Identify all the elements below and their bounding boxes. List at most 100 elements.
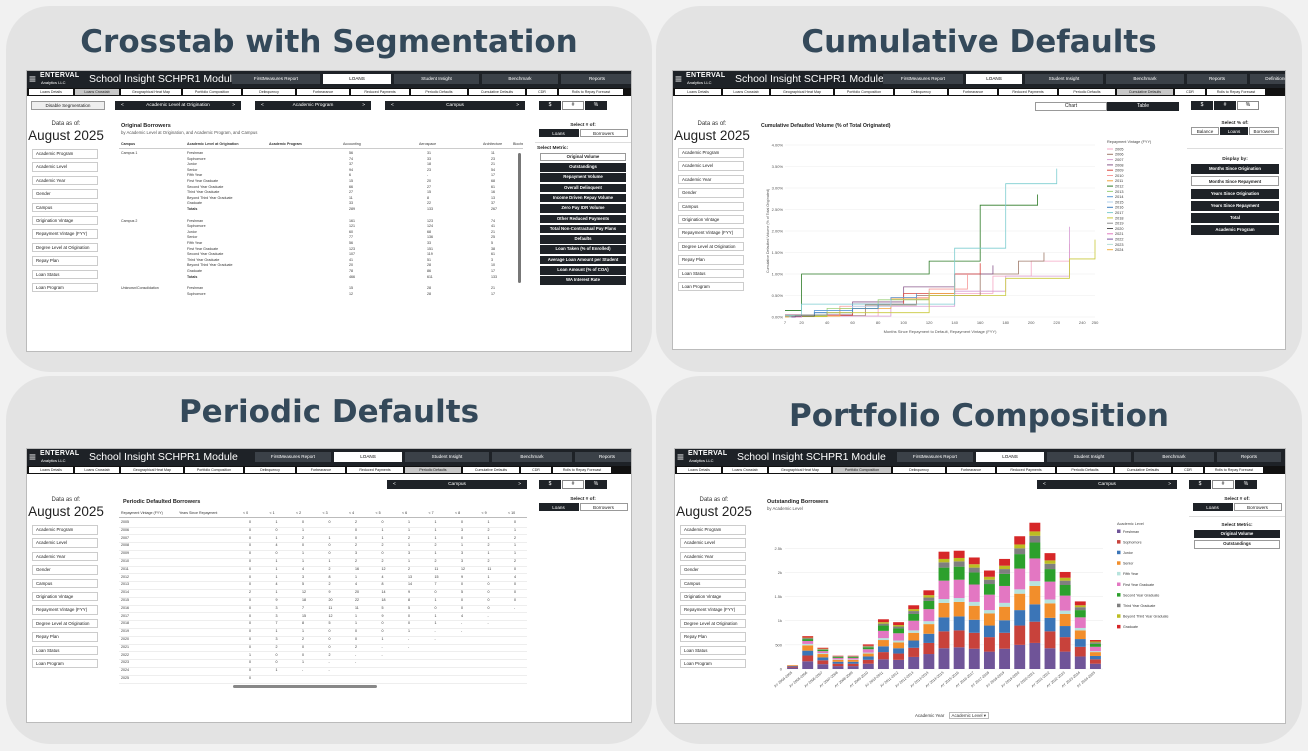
filter-repay-plan[interactable]: Repay Plan: [678, 255, 744, 265]
crosstab-header-cell[interactable]: Campus: [121, 142, 136, 146]
bar-segment-freshman[interactable]: [847, 666, 859, 669]
metric-total-non-contractual-pay-plans[interactable]: Total Non-Contractual Pay Plans: [540, 224, 626, 234]
legend-label[interactable]: 2018: [1115, 216, 1123, 220]
bar-segment-junior[interactable]: [923, 633, 935, 643]
filter-campus[interactable]: Campus: [680, 578, 746, 589]
filter-origination-vintage[interactable]: Origination Vintage: [678, 214, 744, 225]
table-vscrollbar[interactable]: [518, 153, 521, 283]
bar-segment-freshman[interactable]: [1029, 642, 1041, 669]
filter-academic-level[interactable]: Academic Level: [32, 162, 98, 172]
filter-loan-program[interactable]: Loan Program: [678, 281, 744, 292]
bar-segment-beyond-third-year-graduate[interactable]: [983, 576, 995, 580]
metric-income-driven-repay-volume[interactable]: Income Driven Repay Volume: [540, 193, 626, 203]
bar-segment-second-year-graduate[interactable]: [923, 600, 935, 610]
bar-segment-junior[interactable]: [968, 619, 980, 633]
nav-reports[interactable]: Reports: [1187, 74, 1247, 84]
bar-segment-senior[interactable]: [968, 605, 980, 620]
picker-campus[interactable]: < Campus >: [1037, 480, 1177, 489]
bar-segment-fifth-year[interactable]: [968, 601, 980, 606]
bar-segment-senior[interactable]: [1089, 652, 1101, 656]
bar-segment-fifth-year[interactable]: [908, 630, 920, 633]
subnav-reduced[interactable]: Reduced Payments: [347, 467, 403, 473]
count-borrowers[interactable]: Borrowers: [1233, 503, 1282, 511]
nav-loans[interactable]: LOANS: [323, 74, 391, 84]
filter-academic-program[interactable]: Academic Program: [680, 525, 746, 535]
nav-student-insight[interactable]: Student Insight: [394, 74, 479, 84]
picker-campus[interactable]: < Campus >: [385, 101, 525, 110]
legend-label[interactable]: Graduate: [1123, 625, 1138, 629]
filter-academic-program[interactable]: Academic Program: [678, 148, 744, 158]
subnav-cdr[interactable]: CDR: [1175, 89, 1205, 95]
bar-segment-senior[interactable]: [862, 653, 874, 657]
bar-segment-second-year-graduate[interactable]: [1014, 554, 1026, 569]
bar-segment-junior[interactable]: [1089, 655, 1101, 660]
bar-segment-beyond-third-year-graduate[interactable]: [1029, 531, 1041, 536]
bar-segment-junior[interactable]: [1074, 639, 1086, 647]
bar-segment-first-year-graduate[interactable]: [1044, 581, 1056, 600]
bar-segment-sophomore[interactable]: [893, 653, 905, 660]
bar-segment-freshman[interactable]: [877, 659, 889, 669]
filter-gender[interactable]: Gender: [32, 565, 98, 575]
bar-segment-second-year-graduate[interactable]: [832, 656, 844, 658]
bar-segment-senior[interactable]: [802, 645, 814, 651]
bar-segment-sophomore[interactable]: [847, 663, 859, 667]
bar-segment-sophomore[interactable]: [983, 637, 995, 652]
bar-segment-beyond-third-year-graduate[interactable]: [893, 625, 905, 627]
metric-outstandings[interactable]: Outstandings: [540, 163, 626, 172]
filter-repayment-vintage-fyy[interactable]: Repayment Vintage (FYY): [32, 605, 98, 615]
subnav-delinquency[interactable]: Delinquency: [895, 89, 947, 95]
bar-segment-first-year-graduate[interactable]: [953, 579, 965, 599]
subnav-cumulative[interactable]: Cumulative Defaults: [1117, 89, 1173, 95]
bar-segment-graduate[interactable]: [1089, 640, 1101, 642]
bar-segment-third-year-graduate[interactable]: [1089, 642, 1101, 644]
bar-segment-beyond-third-year-graduate[interactable]: [1089, 641, 1101, 643]
bar-segment-sophomore[interactable]: [1044, 631, 1056, 649]
subnav-periodic[interactable]: Periodic Defaults: [411, 89, 467, 95]
bar-segment-senior[interactable]: [1044, 603, 1056, 618]
legend-label[interactable]: Second Year Graduate: [1123, 593, 1159, 597]
bar-segment-freshman[interactable]: [953, 647, 965, 669]
bar-segment-sophomore[interactable]: [938, 631, 950, 649]
bar-segment-first-year-graduate[interactable]: [923, 609, 935, 622]
filter-repayment-vintage-fyy[interactable]: Repayment Vintage (FYY): [680, 605, 746, 615]
bar-segment-graduate[interactable]: [938, 551, 950, 559]
unit-count[interactable]: #: [562, 101, 584, 110]
bar-segment-junior[interactable]: [1044, 617, 1056, 632]
metric-defaults[interactable]: Defaults: [540, 235, 626, 244]
bar-segment-junior[interactable]: [802, 650, 814, 656]
picker-campus[interactable]: < Campus >: [387, 480, 527, 489]
subnav-loans-crosstab[interactable]: Loans Crosstab: [723, 89, 769, 95]
bar-segment-second-year-graduate[interactable]: [968, 572, 980, 585]
legend-label[interactable]: 2024: [1115, 248, 1123, 252]
bar-segment-third-year-graduate[interactable]: [802, 638, 814, 640]
unit-percent[interactable]: %: [585, 480, 607, 489]
bar-segment-fifth-year[interactable]: [938, 599, 950, 603]
legend-label[interactable]: 2020: [1115, 227, 1123, 231]
metric-average-loan-amount-per-student[interactable]: Average Loan Amount per Student: [540, 255, 626, 265]
bar-segment-second-year-graduate[interactable]: [1074, 610, 1086, 618]
bar-segment-second-year-graduate[interactable]: [1059, 585, 1071, 596]
subnav-cumulative[interactable]: Cumulative Defaults: [463, 467, 519, 473]
bar-segment-first-year-graduate[interactable]: [908, 620, 920, 631]
bar-segment-graduate[interactable]: [908, 605, 920, 610]
bar-segment-third-year-graduate[interactable]: [893, 626, 905, 629]
bar-segment-beyond-third-year-graduate[interactable]: [953, 557, 965, 562]
subnav-cdr[interactable]: CDR: [521, 467, 551, 473]
legend-label[interactable]: 2023: [1115, 243, 1123, 247]
bar-segment-fifth-year[interactable]: [802, 643, 814, 646]
bar-segment-freshman[interactable]: [908, 656, 920, 669]
subnav-delinquency[interactable]: Delinquency: [243, 89, 295, 95]
subnav-loans-details[interactable]: Loans Details: [677, 467, 721, 473]
legend-label[interactable]: First Year Graduate: [1123, 583, 1154, 587]
legend-label[interactable]: 2021: [1115, 232, 1123, 236]
bar-segment-fifth-year[interactable]: [923, 621, 935, 625]
nav-loans[interactable]: LOANS: [334, 452, 402, 462]
view-chart[interactable]: Chart: [1035, 102, 1107, 111]
subnav-periodic[interactable]: Periodic Defaults: [1059, 89, 1115, 95]
nav-reports[interactable]: Reports: [1217, 452, 1281, 462]
bar-segment-beyond-third-year-graduate[interactable]: [1074, 605, 1086, 608]
bar-segment-first-year-graduate[interactable]: [877, 630, 889, 639]
bar-segment-third-year-graduate[interactable]: [1014, 548, 1026, 555]
subnav-portfolio[interactable]: Portfolio Composition: [185, 467, 243, 473]
filter-academic-program[interactable]: Academic Program: [32, 525, 98, 535]
